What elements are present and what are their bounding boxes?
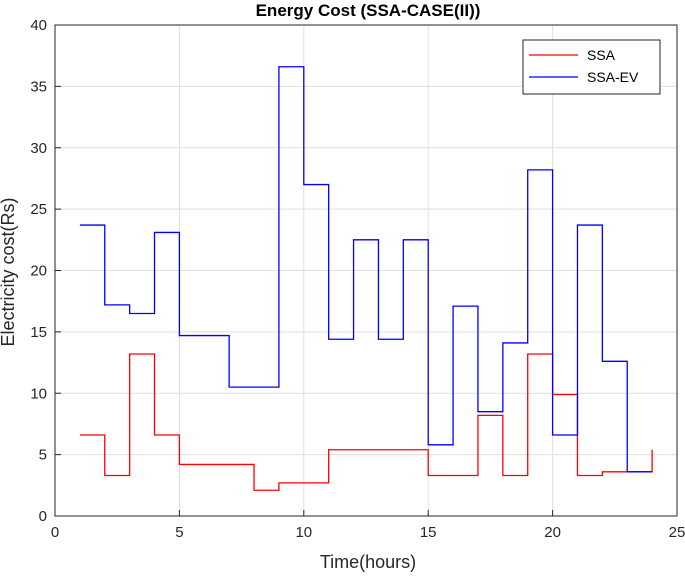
y-tick-label: 25 [30,201,47,218]
series-group [79,66,653,491]
series-line-ssa-ev [79,66,653,473]
y-tick-label: 15 [30,324,47,341]
x-axis-label: Time(hours) [320,552,416,572]
legend-label-ssa-ev: SSA-EV [587,69,639,85]
y-tick-label: 10 [30,385,47,402]
y-axis-label: Electricity cost(Rs) [0,197,18,346]
y-tick-label: 30 [30,140,47,157]
x-tick-label: 15 [420,524,437,541]
legend: SSA SSA-EV [522,39,661,95]
x-tick-label: 10 [295,524,312,541]
x-tick-label: 25 [669,524,685,541]
x-tick-label: 5 [175,524,183,541]
series-line-ssa [79,353,653,491]
x-tick-label: 0 [51,524,59,541]
x-tick-label: 20 [544,524,561,541]
ticks: 0 5 10 15 20 25 0 5 10 15 20 25 30 35 40 [30,17,685,541]
y-tick-label: 35 [30,78,47,95]
legend-box [522,39,661,95]
y-tick-label: 5 [39,447,47,464]
chart-title: Energy Cost (SSA-CASE(II)) [256,1,481,20]
y-tick-label: 40 [30,17,47,34]
legend-label-ssa: SSA [587,47,616,63]
y-tick-label: 20 [30,263,47,280]
y-tick-label: 0 [39,508,47,525]
